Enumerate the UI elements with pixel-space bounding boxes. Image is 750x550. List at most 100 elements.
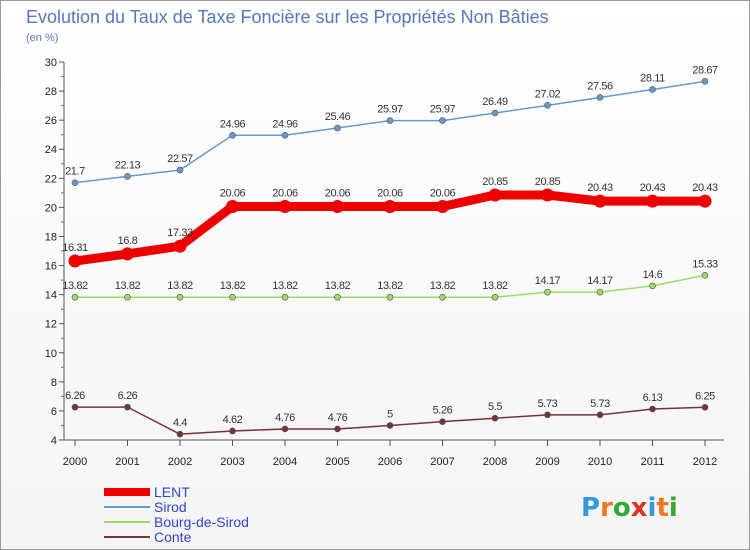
y-tick-label: 10 bbox=[45, 348, 57, 360]
data-label: 16.31 bbox=[62, 242, 88, 254]
data-point bbox=[593, 194, 607, 208]
data-label: 28.11 bbox=[640, 72, 665, 84]
data-label: 20.06 bbox=[272, 188, 298, 200]
data-label: 14.17 bbox=[535, 275, 561, 287]
series-lent: 16.31 16.8 17.33 20.06 20.06 20.06 20.06 20.06 2… bbox=[62, 176, 718, 268]
data-point bbox=[649, 405, 656, 413]
data-label: 25.97 bbox=[377, 104, 403, 116]
x-tick-label: 2003 bbox=[220, 456, 244, 468]
data-point bbox=[71, 403, 79, 411]
data-point bbox=[386, 117, 394, 124]
x-tick-label: 2011 bbox=[641, 456, 665, 468]
data-point bbox=[71, 293, 79, 301]
data-point bbox=[491, 109, 499, 117]
series-sirod: 21.7 22.13 22.57 24.96 24.96 25.46 25.97 25.97 2… bbox=[65, 64, 718, 186]
data-point bbox=[646, 194, 659, 208]
data-point bbox=[541, 188, 554, 202]
data-point bbox=[596, 94, 604, 101]
series-bourg-de-sirod: 13.82 13.82 13.82 13.82 13.82 13.82 13.82 13.82… bbox=[62, 258, 718, 301]
chart-title: Evolution du Taux de Taxe Foncière sur l… bbox=[26, 7, 549, 27]
data-label: 25.46 bbox=[325, 111, 351, 123]
logo-text: Proxiti bbox=[581, 493, 678, 523]
legend-label: LENT bbox=[154, 484, 190, 500]
data-point bbox=[281, 131, 289, 139]
data-point bbox=[488, 188, 502, 202]
data-point bbox=[68, 254, 82, 268]
y-tick-label: 6 bbox=[51, 406, 57, 418]
x-tick-label: 2002 bbox=[168, 456, 192, 468]
data-label: 27.56 bbox=[587, 80, 613, 92]
data-point bbox=[278, 200, 292, 214]
data-label: 28.67 bbox=[692, 64, 718, 76]
data-point bbox=[334, 293, 341, 301]
y-tick-label: 18 bbox=[45, 231, 57, 243]
x-tick-label: 2008 bbox=[483, 456, 507, 468]
data-label: 13.82 bbox=[272, 280, 298, 292]
series-layer: 6.26 6.26 4.4 4.62 4.76 4.76 5 5.26 5.5 5.73 5.73 6… bbox=[62, 64, 718, 438]
data-point bbox=[596, 411, 604, 419]
x-tick-label: 2006 bbox=[378, 456, 402, 468]
data-label: 4.76 bbox=[328, 412, 348, 424]
data-point bbox=[544, 288, 551, 296]
data-label: 14.17 bbox=[587, 275, 613, 287]
data-point bbox=[596, 288, 604, 296]
data-label: 27.02 bbox=[535, 88, 561, 100]
series-conte: 6.26 6.26 4.4 4.62 4.76 4.76 5 5.26 5.5 5.73 5.73 6… bbox=[65, 390, 716, 438]
data-point bbox=[439, 117, 446, 124]
data-point bbox=[229, 427, 236, 435]
legend-label: Sirod bbox=[154, 499, 187, 515]
data-point bbox=[71, 179, 79, 186]
y-ticks: 4 6 8 10 12 14 16 18 20 22 24 26 28 30 bbox=[45, 57, 64, 447]
data-label: 4.62 bbox=[223, 414, 243, 426]
data-point bbox=[229, 131, 236, 139]
data-point bbox=[701, 403, 709, 411]
y-tick-label: 8 bbox=[51, 377, 57, 389]
data-label: 13.82 bbox=[482, 280, 508, 292]
data-label: 26.49 bbox=[482, 96, 508, 108]
data-label: 22.13 bbox=[115, 159, 141, 171]
data-label: 20.06 bbox=[377, 188, 403, 200]
data-point bbox=[649, 282, 656, 290]
data-label: 20.06 bbox=[220, 188, 246, 200]
data-label: 5.26 bbox=[433, 405, 453, 417]
data-point bbox=[436, 200, 449, 214]
data-point bbox=[701, 271, 709, 279]
data-point bbox=[386, 293, 394, 301]
x-tick-label: 2004 bbox=[273, 456, 297, 468]
data-label: 13.82 bbox=[167, 280, 193, 292]
x-tick-label: 2012 bbox=[693, 456, 717, 468]
x-ticks: 2000 2001 2002 2003 2004 2005 2006 2007 2008 2009… bbox=[63, 440, 717, 468]
data-point bbox=[383, 200, 397, 214]
data-label: 13.82 bbox=[115, 280, 141, 292]
data-label: 13.82 bbox=[430, 280, 456, 292]
x-tick-label: 2009 bbox=[535, 456, 559, 468]
data-label: 6.25 bbox=[695, 390, 715, 402]
data-label: 16.8 bbox=[118, 235, 138, 247]
y-tick-label: 12 bbox=[45, 319, 57, 331]
data-point bbox=[124, 293, 131, 301]
data-label: 20.06 bbox=[325, 188, 351, 200]
data-label: 6.26 bbox=[118, 390, 138, 402]
data-label: 20.85 bbox=[482, 176, 508, 188]
data-label: 24.96 bbox=[220, 118, 246, 130]
data-point bbox=[386, 422, 394, 429]
data-label: 4.76 bbox=[275, 412, 295, 424]
data-label: 13.82 bbox=[220, 280, 246, 292]
data-label: 5.73 bbox=[590, 398, 610, 410]
data-point bbox=[491, 414, 499, 422]
data-label: 25.97 bbox=[430, 104, 456, 116]
data-label: 15.33 bbox=[692, 258, 718, 270]
data-label: 5.73 bbox=[538, 398, 558, 410]
data-point bbox=[176, 430, 184, 438]
data-label: 6.13 bbox=[643, 392, 663, 404]
y-tick-label: 20 bbox=[45, 202, 57, 214]
data-point bbox=[544, 102, 551, 109]
data-label: 24.96 bbox=[272, 118, 298, 130]
data-label: 20.43 bbox=[692, 182, 718, 194]
proxiti-logo: Proxiti bbox=[581, 493, 678, 523]
data-point bbox=[121, 247, 134, 261]
data-point bbox=[281, 293, 289, 301]
data-label: 14.6 bbox=[643, 269, 663, 281]
y-tick-label: 30 bbox=[45, 57, 57, 69]
